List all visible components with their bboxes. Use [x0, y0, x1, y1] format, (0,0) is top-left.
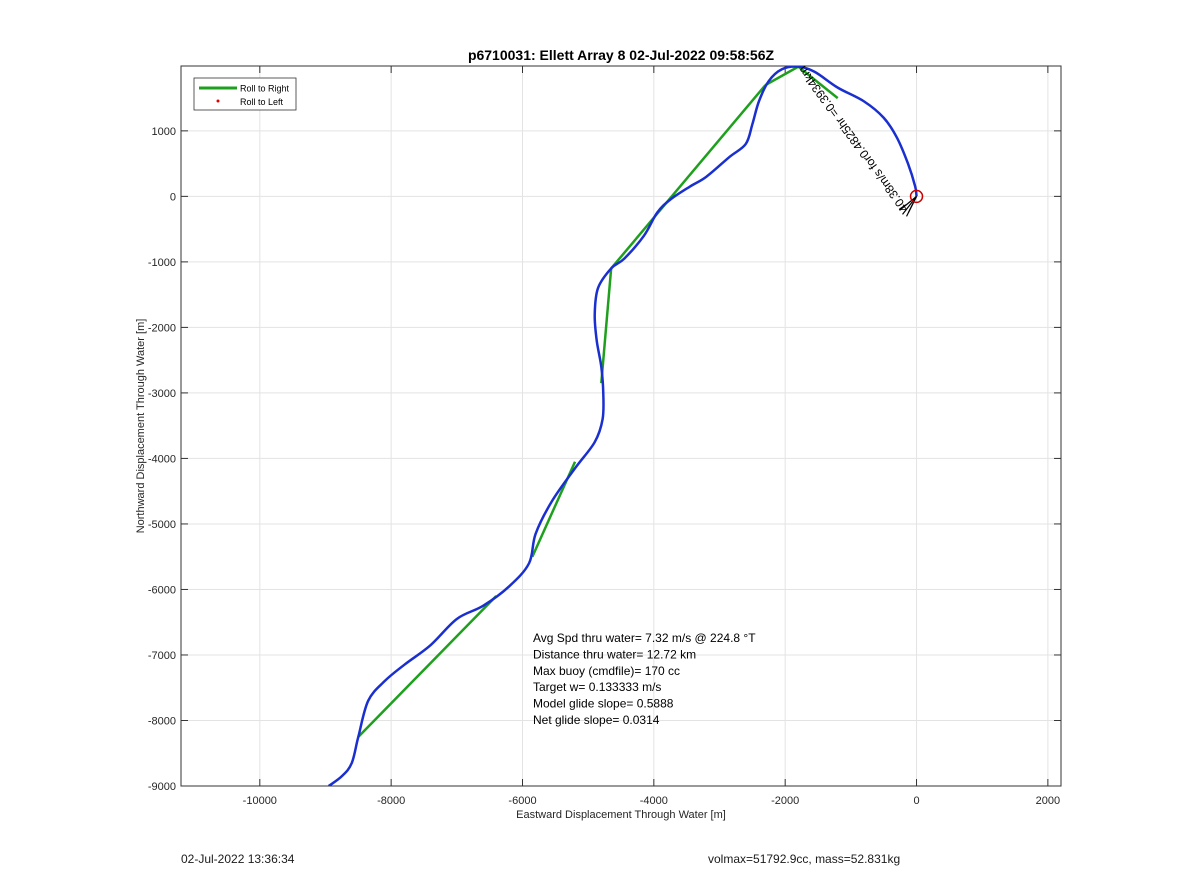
chart-title: p6710031: Ellett Array 8 02-Jul-2022 09:… [468, 47, 775, 63]
stats-line: Model glide slope= 0.5888 [533, 697, 674, 711]
roll-right-segment [797, 66, 839, 100]
stats-line: Distance thru water= 12.72 km [533, 647, 696, 661]
x-tick-label: -6000 [508, 795, 536, 807]
plot-area [181, 66, 1061, 786]
end-marker [909, 189, 924, 204]
y-tick-label: 0 [170, 191, 176, 203]
roll-right-segment [600, 268, 613, 384]
stats-line: Avg Spd thru water= 7.32 m/s @ 224.8 °T [533, 631, 756, 645]
y-axis-label: Northward Displacement Through Water [m] [135, 319, 147, 534]
footer-timestamp: 02-Jul-2022 13:36:34 [181, 852, 295, 866]
y-tick-label: -9000 [148, 781, 176, 793]
current-arrow [907, 196, 918, 213]
x-axis-label: Eastward Displacement Through Water [m] [516, 809, 726, 821]
legend-roll-right-label: Roll to Right [240, 84, 290, 94]
y-tick-label: -3000 [148, 388, 176, 400]
stats-line: Target w= 0.133333 m/s [533, 680, 661, 694]
y-tick-label: -1000 [148, 257, 176, 269]
legend-roll-left-swatch [216, 99, 220, 103]
y-tick-label: -7000 [148, 650, 176, 662]
x-tick-label: -2000 [771, 795, 799, 807]
x-tick-label: -4000 [640, 795, 668, 807]
x-tick-label: 2000 [1036, 795, 1060, 807]
footer-volmax-mass: volmax=51792.9cc, mass=52.831kg [708, 852, 901, 866]
y-tick-label: 1000 [152, 126, 176, 138]
track-line [328, 66, 918, 786]
x-tick-label: 0 [913, 795, 919, 807]
legend-roll-left-label: Roll to Left [240, 97, 284, 107]
x-tick-label: -10000 [243, 795, 277, 807]
stats-line: Net glide slope= 0.0314 [533, 713, 660, 727]
y-tick-label: -8000 [148, 715, 176, 727]
current-arrow [902, 196, 917, 215]
y-tick-label: -2000 [148, 322, 176, 334]
x-tick-label: -8000 [377, 795, 405, 807]
axes-box [180, 65, 1062, 787]
stats-line: Max buoy (cmdfile)= 170 cc [533, 664, 680, 678]
roll-right-segment [357, 595, 498, 738]
roll-right-segment [610, 84, 767, 270]
legend-box [193, 77, 297, 111]
y-tick-label: -6000 [148, 584, 176, 596]
current-arrow [899, 195, 917, 211]
y-tick-label: -4000 [148, 453, 176, 465]
roll-right-segment [764, 66, 799, 87]
y-tick-label: -5000 [148, 519, 176, 531]
